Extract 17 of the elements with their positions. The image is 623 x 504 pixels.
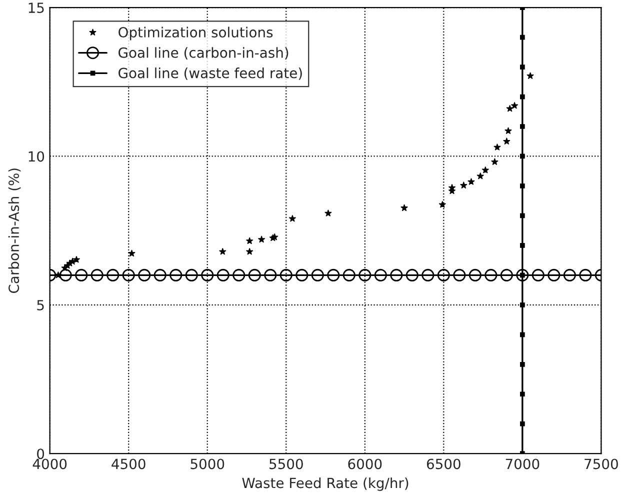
y-tick-label: 0 [37,448,44,460]
x-tick-label: 6000 [348,458,382,470]
y-axis-title: Carbon-in-Ash (%) [8,168,21,293]
x-tick-label: 4500 [112,458,146,470]
x-tick-label: 5500 [270,458,303,470]
x-tick-label: 4000 [32,458,67,470]
y-tick-label: 10 [28,151,44,162]
x-tick-label: 7000 [506,458,540,470]
y-tick-label: 5 [37,300,44,310]
x-axis-title: Waste Feed Rate (kg/hr) [242,477,408,491]
x-tick-label: 5000 [190,458,224,470]
legend-label: Goal line (waste feed rate) [118,68,302,80]
y-tick-label: 15 [28,2,44,14]
legend-label: Goal line (carbon-in-ash) [118,47,288,60]
x-tick-label: 7500 [584,458,618,470]
legend-label: Optimization solutions [118,26,273,40]
x-tick-label: 6500 [426,458,460,470]
